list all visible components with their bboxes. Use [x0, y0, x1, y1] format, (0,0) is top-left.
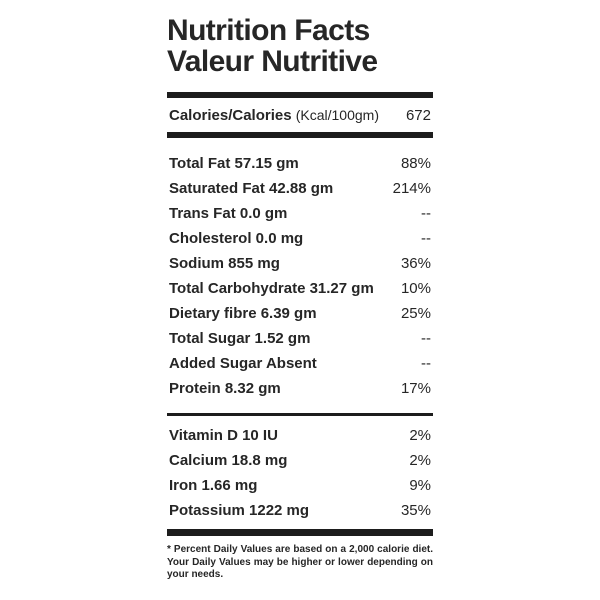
title-french: Valeur Nutritive — [167, 45, 378, 78]
nutrient-daily-value: 214% — [392, 180, 431, 197]
micronutrient-row: Vitamin D 10 IU 2% — [169, 423, 431, 448]
daily-value-footnote: * Percent Daily Values are based on a 2,… — [167, 544, 433, 580]
nutrient-row: Sodium 855 mg 36% — [169, 251, 431, 276]
nutrient-label: Cholesterol 0.0 mg — [169, 230, 304, 247]
title-english: Nutrition Facts — [167, 14, 370, 47]
nutrient-row: Saturated Fat 42.88 gm 214% — [169, 176, 431, 201]
nutrient-row: Total Sugar 1.52 gm -- — [169, 326, 431, 351]
divider-top-thick — [167, 92, 433, 98]
micronutrient-label: Iron 1.66 mg — [169, 477, 258, 494]
divider-bottom-thick — [167, 529, 433, 536]
calories-value: 672 — [405, 107, 431, 124]
nutrition-facts-label: Nutrition Facts Valeur Nutritive Calorie… — [167, 15, 433, 582]
nutrient-daily-value: 17% — [400, 380, 431, 397]
nutrient-row: Protein 8.32 gm 17% — [169, 376, 431, 401]
page-background: Nutrition Facts Valeur Nutritive Calorie… — [0, 15, 600, 600]
nutrient-label: Sodium 855 mg — [169, 255, 280, 272]
nutrient-label: Saturated Fat 42.88 gm — [169, 180, 334, 197]
nutrient-daily-value: -- — [421, 230, 431, 247]
label-title: Nutrition Facts Valeur Nutritive — [167, 15, 433, 77]
micronutrient-row: Calcium 18.8 mg 2% — [169, 448, 431, 473]
nutrient-label: Dietary fibre 6.39 gm — [169, 305, 317, 322]
calories-row: Calories/Calories (Kcal/100gm) 672 — [167, 98, 433, 132]
micronutrient-daily-value: 2% — [409, 452, 431, 469]
nutrient-row: Total Fat 57.15 gm 88% — [169, 151, 431, 176]
micronutrient-row: Iron 1.66 mg 9% — [169, 473, 431, 498]
micronutrient-label: Potassium 1222 mg — [169, 502, 310, 519]
micronutrient-daily-value: 2% — [409, 427, 431, 444]
divider-calories-thick — [167, 132, 433, 138]
nutrient-daily-value: 25% — [400, 305, 431, 322]
nutrient-label: Protein 8.32 gm — [169, 380, 281, 397]
nutrient-label: Total Carbohydrate 31.27 gm — [169, 280, 374, 297]
nutrient-daily-value: -- — [421, 330, 431, 347]
micronutrient-list: Vitamin D 10 IU 2% Calcium 18.8 mg 2% Ir… — [167, 416, 433, 529]
nutrient-row: Trans Fat 0.0 gm -- — [169, 201, 431, 226]
nutrient-row: Total Carbohydrate 31.27 gm 10% — [169, 276, 431, 301]
divider-protein-thin — [167, 413, 433, 416]
nutrient-daily-value: 10% — [400, 280, 431, 297]
micronutrient-row: Potassium 1222 mg 35% — [169, 498, 431, 523]
nutrient-label: Total Fat 57.15 gm — [169, 155, 299, 172]
nutrient-daily-value: 88% — [400, 155, 431, 172]
nutrient-row: Cholesterol 0.0 mg -- — [169, 226, 431, 251]
nutrient-daily-value: 36% — [400, 255, 431, 272]
nutrient-label: Trans Fat 0.0 gm — [169, 205, 288, 222]
calories-label-group: Calories/Calories (Kcal/100gm) — [169, 107, 379, 124]
nutrient-list: Total Fat 57.15 gm 88% Saturated Fat 42.… — [167, 138, 433, 413]
nutrient-row: Added Sugar Absent -- — [169, 351, 431, 376]
micronutrient-label: Vitamin D 10 IU — [169, 427, 278, 444]
calories-unit: (Kcal/100gm) — [295, 107, 379, 123]
micronutrient-daily-value: 35% — [400, 502, 431, 519]
nutrient-row: Dietary fibre 6.39 gm 25% — [169, 301, 431, 326]
micronutrient-daily-value: 9% — [409, 477, 431, 494]
nutrient-label: Total Sugar 1.52 gm — [169, 330, 311, 347]
nutrient-daily-value: -- — [421, 205, 431, 222]
nutrient-label: Added Sugar Absent — [169, 355, 317, 372]
nutrient-daily-value: -- — [421, 355, 431, 372]
micronutrient-label: Calcium 18.8 mg — [169, 452, 288, 469]
calories-label: Calories/Calories — [169, 107, 292, 124]
